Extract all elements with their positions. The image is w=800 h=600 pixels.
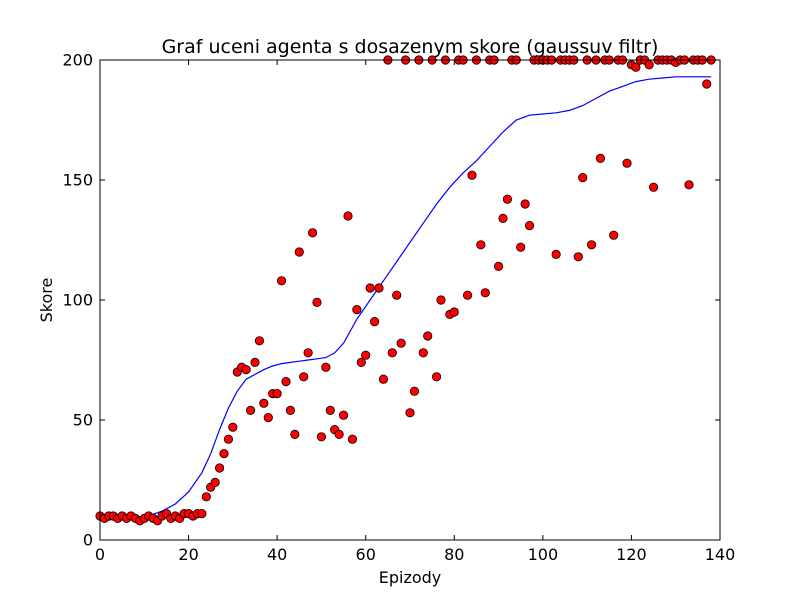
data-point (520, 199, 530, 209)
data-point (431, 372, 442, 382)
data-point (423, 331, 433, 341)
data-point (622, 158, 632, 168)
data-point (374, 283, 384, 293)
data-point (436, 295, 446, 305)
data-point (201, 492, 211, 502)
data-point (524, 221, 535, 231)
data-point (281, 376, 291, 387)
data-point (684, 180, 694, 190)
data-point (396, 338, 406, 348)
data-point (644, 60, 654, 70)
x-tick-label: 20 (178, 545, 198, 564)
data-point (241, 364, 251, 375)
data-point (378, 374, 389, 384)
data-point (369, 316, 380, 327)
data-point (578, 173, 588, 183)
x-tick-label: 40 (267, 545, 287, 564)
data-point (307, 228, 318, 238)
plot-frame (99, 59, 721, 541)
data-point (254, 336, 265, 346)
data-point (223, 434, 234, 444)
data-point (702, 79, 712, 89)
y-tick-label: 200 (62, 51, 93, 70)
x-tick-label: 100 (528, 545, 559, 564)
data-point (409, 386, 420, 396)
y-tick-label: 0 (83, 531, 93, 550)
data-point (285, 405, 296, 415)
data-point (387, 348, 397, 358)
data-point (245, 405, 256, 415)
x-tick-label: 60 (356, 545, 376, 564)
data-point (276, 276, 287, 286)
x-axis-label: Epizody (379, 568, 442, 587)
data-point (294, 247, 304, 257)
x-tick-label: 0 (95, 545, 105, 564)
smoothed-line (99, 76, 712, 518)
data-point (573, 252, 583, 262)
data-point (312, 297, 322, 307)
data-point (551, 249, 561, 259)
data-point (299, 372, 309, 382)
data-point (325, 405, 335, 415)
data-point (361, 350, 371, 360)
data-point (595, 153, 606, 163)
data-point (502, 194, 513, 204)
data-point (338, 410, 349, 420)
data-point (210, 477, 220, 487)
data-point (356, 357, 366, 367)
data-point (365, 283, 375, 293)
data-point (334, 429, 344, 439)
data-point (347, 434, 358, 444)
data-point (259, 398, 269, 408)
data-point (467, 170, 477, 180)
x-tick-label: 120 (616, 545, 647, 564)
data-point (321, 362, 331, 372)
data-point (219, 448, 229, 459)
data-point (197, 508, 207, 519)
data-point (228, 422, 238, 432)
x-tick-label: 140 (705, 545, 736, 564)
data-point (648, 182, 659, 192)
x-tick-label: 80 (444, 545, 464, 564)
data-point (418, 348, 428, 358)
data-point (263, 412, 273, 423)
data-point (462, 290, 473, 300)
data-point (476, 240, 486, 250)
data-point (316, 432, 327, 442)
data-point (352, 304, 362, 315)
plot-area (95, 55, 716, 526)
data-point (303, 348, 313, 358)
data-point (498, 213, 508, 223)
y-tick-label: 100 (62, 291, 93, 310)
data-point (250, 357, 260, 367)
data-point (493, 261, 504, 271)
data-point (290, 429, 300, 439)
data-point (449, 307, 459, 317)
y-axis-label: Skore (37, 278, 56, 323)
data-point (343, 211, 353, 221)
y-tick-label: 50 (73, 411, 93, 430)
data-point (214, 463, 225, 473)
data-point (392, 290, 402, 300)
data-point (272, 388, 282, 399)
data-point (516, 242, 526, 252)
data-point (480, 288, 490, 298)
data-point (405, 408, 415, 418)
data-point (586, 240, 597, 250)
axis-ticks: 0 20 40 60 80 100 120 140 0 50 100 150 200 (62, 51, 735, 565)
chart-title: Graf uceni agenta s dosazenym skore (gau… (162, 36, 659, 58)
data-point (631, 62, 641, 72)
y-tick-label: 150 (62, 171, 93, 190)
data-point (609, 230, 619, 240)
